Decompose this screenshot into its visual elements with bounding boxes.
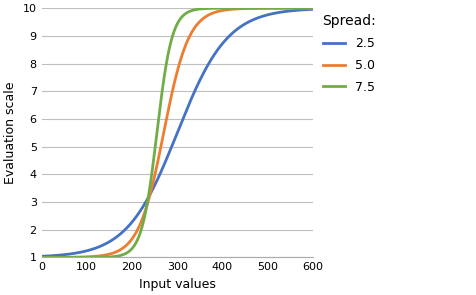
- 5.0: [302, 6, 308, 10]
- 7.5: [39, 256, 44, 259]
- 7.5: [310, 6, 316, 10]
- 2.5: [163, 158, 169, 161]
- 2.5: [302, 8, 308, 12]
- 7.5: [302, 6, 308, 10]
- 5.0: [52, 255, 58, 259]
- 2.5: [171, 140, 177, 144]
- Line: 7.5: 7.5: [41, 8, 313, 258]
- 5.0: [39, 256, 44, 259]
- 5.0: [171, 85, 177, 88]
- 7.5: [52, 256, 58, 259]
- X-axis label: Input values: Input values: [139, 278, 216, 291]
- 7.5: [163, 62, 169, 65]
- 7.5: [171, 31, 177, 35]
- Line: 2.5: 2.5: [41, 9, 313, 256]
- 5.0: [252, 6, 258, 10]
- 2.5: [52, 254, 58, 257]
- 7.5: [252, 6, 258, 10]
- 2.5: [302, 8, 308, 12]
- Line: 5.0: 5.0: [41, 8, 313, 258]
- 2.5: [310, 7, 316, 11]
- 5.0: [163, 118, 169, 122]
- 2.5: [39, 255, 44, 258]
- Legend: 2.5, 5.0, 7.5: 2.5, 5.0, 7.5: [322, 14, 376, 94]
- Y-axis label: Evaluation scale: Evaluation scale: [4, 81, 17, 184]
- 7.5: [302, 6, 308, 10]
- 5.0: [302, 6, 308, 10]
- 5.0: [310, 6, 316, 10]
- 2.5: [252, 17, 258, 21]
